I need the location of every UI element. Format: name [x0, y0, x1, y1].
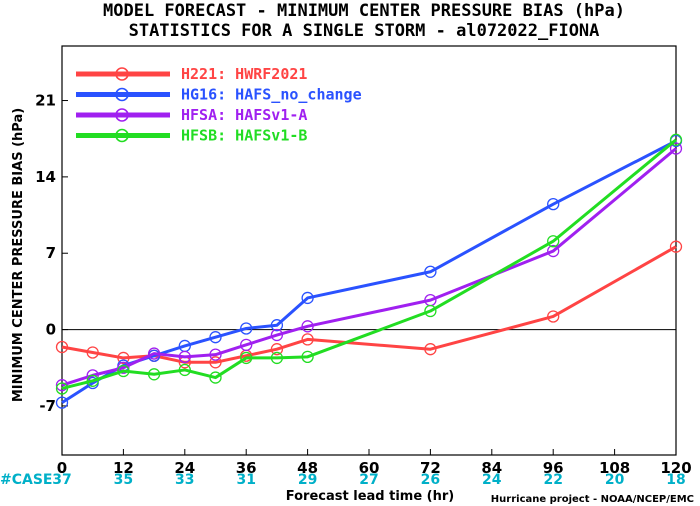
data-point-marker	[669, 142, 683, 155]
data-point-marker	[270, 319, 284, 332]
x-tick-label: 120	[660, 459, 691, 477]
x-axis-ticks: 0 12 24 36 48 60 72 84 96 108 120	[57, 449, 692, 477]
data-point-marker	[547, 235, 560, 248]
case-count: 37	[52, 472, 71, 488]
data-point-marker	[147, 368, 161, 381]
data-point-marker	[669, 240, 683, 253]
y-tick-label: -7	[39, 397, 56, 415]
case-count: 33	[175, 472, 194, 488]
data-point-marker	[547, 310, 560, 323]
case-count: 22	[543, 472, 562, 488]
case-count: 24	[482, 472, 502, 488]
data-point-marker	[301, 291, 314, 305]
x-axis-label: Forecast lead time (hr)	[286, 489, 454, 504]
data-point-marker	[178, 363, 191, 377]
data-point-marker	[117, 361, 130, 374]
series-lines	[55, 133, 683, 409]
data-point-marker	[55, 379, 69, 392]
legend-label: HFSA: HAFSv1-A	[181, 106, 307, 124]
data-point-marker	[209, 331, 222, 344]
legend-label: HG16: HAFS_no_change	[181, 86, 362, 104]
data-point-marker	[117, 351, 130, 365]
plot-frame	[61, 45, 677, 456]
data-point-marker	[301, 320, 314, 333]
data-point-marker	[270, 351, 284, 365]
data-point-marker	[117, 364, 130, 378]
case-count: 27	[359, 472, 378, 488]
data-point-marker	[424, 343, 437, 356]
data-point-marker	[55, 340, 69, 354]
data-point-marker	[301, 350, 314, 363]
x-tick-label: 0	[57, 459, 67, 477]
data-point-marker	[240, 322, 253, 335]
data-point-marker	[209, 356, 222, 369]
legend-marker	[115, 87, 129, 102]
x-tick-label: 36	[236, 459, 257, 477]
data-point-marker	[178, 350, 191, 363]
chart-subtitle: STATISTICS FOR A SINGLE STORM - al072022…	[129, 21, 600, 41]
data-point-marker	[55, 396, 69, 409]
x-tick-label: 72	[420, 459, 441, 477]
x-tick-label: 24	[174, 459, 195, 477]
case-count: 35	[114, 472, 133, 488]
case-count: 31	[236, 472, 255, 488]
x-tick-label: 12	[113, 459, 134, 477]
legend-marker	[115, 108, 129, 122]
series-line	[61, 138, 677, 390]
case-count: 18	[666, 472, 685, 488]
data-point-marker	[86, 374, 99, 387]
case-count: 26	[421, 472, 440, 488]
data-point-marker	[240, 351, 253, 365]
y-axis-label: MINIMUM CENTER PRESSURE BIAS (hPa)	[11, 108, 26, 402]
data-point-marker	[55, 382, 69, 395]
y-tick-label: 14	[35, 168, 56, 186]
data-point-marker	[147, 347, 161, 360]
case-count: 29	[298, 472, 317, 488]
data-point-marker	[547, 197, 560, 211]
y-tick-label: 0	[46, 321, 56, 339]
data-point-marker	[424, 265, 437, 278]
legend-label: HFSB: HAFSv1-B	[181, 127, 307, 145]
data-point-marker	[270, 343, 284, 356]
data-point-marker	[240, 338, 253, 351]
data-point-marker	[270, 328, 284, 342]
series-line	[61, 139, 677, 404]
data-point-marker	[301, 333, 314, 346]
legend-marker	[115, 128, 129, 143]
x-tick-label: 60	[359, 459, 380, 477]
y-axis-ticks: -7 0 7 14 21	[35, 92, 68, 415]
case-count: 20	[605, 472, 625, 488]
data-point-marker	[86, 346, 99, 359]
series-line	[61, 245, 677, 364]
data-point-marker	[669, 133, 683, 146]
data-point-marker	[209, 371, 222, 384]
chart-title: MODEL FORECAST - MINIMUM CENTER PRESSURE…	[103, 1, 625, 21]
credit-text: Hurricane project - NOAA/NCEP/EMC	[491, 494, 694, 505]
case-label: #CASE	[0, 472, 53, 488]
y-tick-label: 7	[46, 244, 56, 262]
legend-label: H221: HWRF2021	[181, 65, 307, 83]
x-tick-label: 108	[599, 459, 630, 477]
legend: H221: HWRF2021 HG16: HAFS_no_change HFSA: …	[76, 65, 362, 145]
case-counts: 37 35 33 31 29 27 26 24 22 20 18	[52, 472, 685, 488]
x-tick-label: 96	[543, 459, 564, 477]
legend-marker	[115, 67, 129, 81]
data-point-marker	[209, 348, 222, 361]
x-tick-label: 48	[297, 459, 318, 477]
data-point-marker	[547, 244, 560, 258]
data-point-marker	[424, 304, 437, 318]
x-tick-label: 84	[481, 459, 502, 477]
y-tick-label: 21	[35, 92, 56, 110]
